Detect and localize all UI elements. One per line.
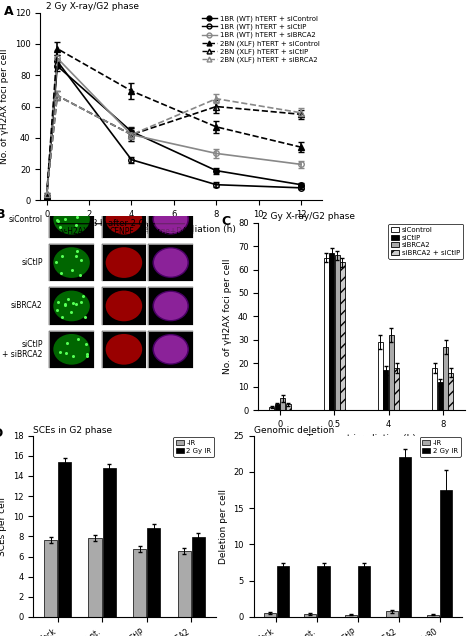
Ellipse shape xyxy=(53,247,90,278)
FancyBboxPatch shape xyxy=(101,331,146,368)
Text: B: B xyxy=(0,209,5,221)
Bar xyxy=(378,342,383,410)
Bar xyxy=(103,468,116,617)
FancyBboxPatch shape xyxy=(49,331,94,368)
Text: Merge+DAPI: Merge+DAPI xyxy=(146,227,195,236)
Legend: -IR, 2 Gy IR: -IR, 2 Gy IR xyxy=(419,437,461,457)
FancyBboxPatch shape xyxy=(148,244,193,281)
Bar xyxy=(318,566,329,617)
Bar xyxy=(58,462,71,617)
Bar xyxy=(440,490,452,617)
Bar xyxy=(324,258,328,410)
Ellipse shape xyxy=(153,334,189,364)
FancyBboxPatch shape xyxy=(101,244,146,281)
Bar xyxy=(147,529,160,617)
Bar xyxy=(280,399,285,410)
FancyBboxPatch shape xyxy=(148,287,193,324)
Bar xyxy=(192,537,205,617)
Ellipse shape xyxy=(153,204,189,235)
Legend: siControl, siCtIP, siBRCA2, siBRCA2 + siCtIP: siControl, siCtIP, siBRCA2, siBRCA2 + si… xyxy=(388,224,463,259)
Text: siCtIP: siCtIP xyxy=(21,258,43,267)
Bar xyxy=(383,370,388,410)
Ellipse shape xyxy=(154,205,187,233)
Bar xyxy=(358,566,371,617)
Text: 2 Gy X-ray/G2 phase: 2 Gy X-ray/G2 phase xyxy=(46,2,139,11)
Text: 2 Gy X-ray/G2 phase: 2 Gy X-ray/G2 phase xyxy=(263,212,356,221)
Ellipse shape xyxy=(154,335,187,363)
Ellipse shape xyxy=(106,204,142,235)
Y-axis label: No. of γH2AX foci per cell: No. of γH2AX foci per cell xyxy=(223,259,232,374)
Bar xyxy=(269,406,274,410)
Text: siCtIP
+ siBRCA2: siCtIP + siBRCA2 xyxy=(2,340,43,359)
Bar xyxy=(432,368,437,410)
Text: SCEs in G2 phase: SCEs in G2 phase xyxy=(33,426,112,435)
Y-axis label: SCEs per cell: SCEs per cell xyxy=(0,497,7,556)
Bar xyxy=(399,457,411,617)
Y-axis label: No. of γH2AX foci per cell: No. of γH2AX foci per cell xyxy=(0,49,9,164)
Bar xyxy=(427,615,439,617)
Bar xyxy=(448,373,454,410)
Bar xyxy=(89,538,101,617)
Bar xyxy=(394,368,399,410)
Ellipse shape xyxy=(106,291,142,321)
Ellipse shape xyxy=(106,334,142,364)
Text: siControl: siControl xyxy=(9,215,43,224)
FancyBboxPatch shape xyxy=(148,331,193,368)
FancyBboxPatch shape xyxy=(49,287,94,324)
Legend: -IR, 2 Gy IR: -IR, 2 Gy IR xyxy=(173,437,214,457)
Legend: 1BR (WT) hTERT + siControl, 1BR (WT) hTERT + siCtIP, 1BR (WT) hTERT + siBRCA2, 2: 1BR (WT) hTERT + siControl, 1BR (WT) hTE… xyxy=(199,13,322,66)
FancyBboxPatch shape xyxy=(49,244,94,281)
Bar xyxy=(304,614,317,617)
Bar xyxy=(264,613,275,617)
Bar xyxy=(443,347,448,410)
Text: siBRCA2: siBRCA2 xyxy=(11,301,43,310)
Bar xyxy=(277,566,289,617)
Bar xyxy=(178,551,191,617)
Bar xyxy=(44,541,57,617)
Y-axis label: Deletion per cell: Deletion per cell xyxy=(219,489,228,563)
Bar xyxy=(340,263,345,410)
Text: γ-H2AX: γ-H2AX xyxy=(61,227,89,236)
Bar xyxy=(275,404,280,410)
Text: Genomic deletion: Genomic deletion xyxy=(254,426,334,435)
Ellipse shape xyxy=(154,249,187,277)
Text: 8 h after 2 Gy: 8 h after 2 Gy xyxy=(91,219,150,228)
Ellipse shape xyxy=(106,247,142,278)
Bar xyxy=(329,253,334,410)
Text: D: D xyxy=(0,427,3,439)
Text: CENPF: CENPF xyxy=(109,227,134,236)
Bar xyxy=(286,404,291,410)
Bar xyxy=(335,256,339,410)
Bar xyxy=(133,550,146,617)
Ellipse shape xyxy=(53,291,90,321)
X-axis label: Time post irradiation (h): Time post irradiation (h) xyxy=(307,434,416,443)
Ellipse shape xyxy=(53,334,90,364)
Bar xyxy=(438,382,443,410)
Text: A: A xyxy=(4,5,13,18)
Ellipse shape xyxy=(153,291,189,321)
Text: C: C xyxy=(221,215,230,228)
Bar xyxy=(345,615,357,617)
Ellipse shape xyxy=(153,247,189,278)
Bar xyxy=(389,335,394,410)
FancyBboxPatch shape xyxy=(101,287,146,324)
FancyBboxPatch shape xyxy=(148,200,193,238)
FancyBboxPatch shape xyxy=(49,200,94,238)
Ellipse shape xyxy=(154,292,187,320)
FancyBboxPatch shape xyxy=(101,200,146,238)
X-axis label: Time post irradiation (h): Time post irradiation (h) xyxy=(127,225,236,233)
Ellipse shape xyxy=(53,204,90,235)
Bar xyxy=(386,611,398,617)
